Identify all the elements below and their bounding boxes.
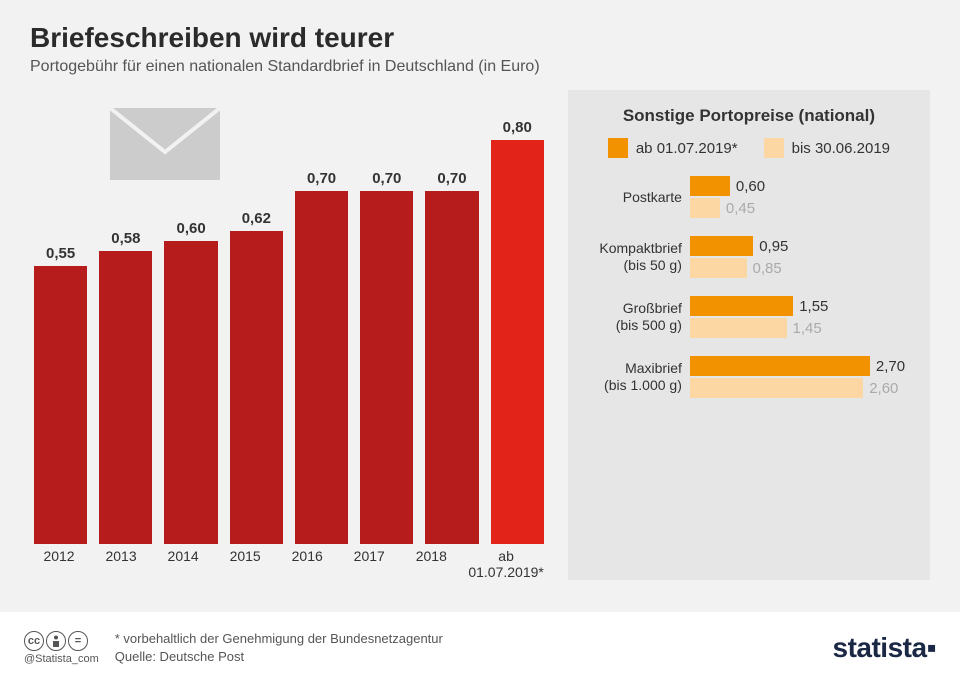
chart-title: Briefeschreiben wird teurer [30,22,930,54]
bar-column: 0,62 [230,210,283,544]
hbar-group-label: Kompaktbrief(bis 50 g) [582,240,682,274]
bar-rect [99,251,152,544]
bar-value-label: 0,80 [503,119,532,136]
hbar-rect [690,296,793,316]
x-axis-label: 2017 [344,542,394,580]
bar-rect [491,140,544,544]
hbar-pair: 0,60 0,45 [690,176,916,218]
hbar-row: 0,95 [690,236,916,256]
x-axis-label: ab01.07.2019* [468,542,544,580]
bar-rect [164,241,217,544]
by-icon [46,631,66,651]
hbar-rect [690,356,870,376]
legend-label: ab 01.07.2019* [636,140,738,157]
bar-column: 0,55 [34,245,87,544]
footer-text: * vorbehaltlich der Genehmigung der Bund… [115,630,443,666]
hbar-pair: 2,70 2,60 [690,356,916,398]
hbar-value-label: 0,45 [726,200,755,217]
chart-subtitle: Portogebühr für einen nationalen Standar… [30,58,930,76]
license-block: cc = @Statista_com [24,631,99,665]
legend-swatch [608,138,628,158]
hbar-rect [690,258,747,278]
hbar-rect [690,236,753,256]
legend: ab 01.07.2019* bis 30.06.2019 [582,138,916,158]
hbar-row: 2,70 [690,356,916,376]
hbar-rect [690,378,863,398]
hbar-rect [690,318,787,338]
hbar-rect [690,198,720,218]
legend-swatch [764,138,784,158]
bar-rect [34,266,87,544]
hbar-value-label: 0,95 [759,238,788,255]
bar-column: 0,70 [425,170,478,544]
side-panel: Sonstige Portopreise (national) ab 01.07… [568,90,930,580]
hbar-row: 0,60 [690,176,916,196]
bar-value-label: 0,58 [111,230,140,247]
header: Briefeschreiben wird teurer Portogebühr … [0,0,960,80]
horizontal-bar-groups: Postkarte0,600,45Kompaktbrief(bis 50 g)0… [582,176,916,398]
cc-icon: cc [24,631,44,651]
bar-column: 0,70 [295,170,348,544]
hbar-value-label: 2,60 [869,380,898,397]
hbar-group: Maxibrief(bis 1.000 g) 2,70 2,60 [582,356,916,398]
legend-item: bis 30.06.2019 [764,138,890,158]
side-panel-title: Sonstige Portopreise (national) [582,106,916,126]
hbar-value-label: 0,85 [753,260,782,277]
content-area: 0,55 0,58 0,60 0,62 0,70 0,70 0,70 0,80 2012 201… [0,80,960,580]
legend-item: ab 01.07.2019* [608,138,738,158]
twitter-handle: @Statista_com [24,653,99,665]
statista-logo: statista▪ [833,632,936,664]
bar-column: 0,58 [99,230,152,544]
x-axis-label: 2015 [220,542,270,580]
bar-rect [360,191,413,544]
hbar-group: Postkarte 0,60 0,45 [582,176,916,218]
bar-column: 0,80 [491,119,544,544]
cc-icons: cc = [24,631,88,651]
bar-value-label: 0,62 [242,210,271,227]
hbar-group: Großbrief(bis 500 g) 1,55 1,45 [582,296,916,338]
x-axis-label: 2013 [96,542,146,580]
bar-rect [230,231,283,544]
x-axis-label: 2012 [34,542,84,580]
bar-rect [425,191,478,544]
hbar-value-label: 0,60 [736,178,765,195]
bar-value-label: 0,70 [307,170,336,187]
bar-column: 0,60 [164,220,217,544]
main-bar-chart: 0,55 0,58 0,60 0,62 0,70 0,70 0,70 0,80 2012 201… [30,90,548,580]
hbar-row: 0,45 [690,198,916,218]
hbar-value-label: 1,45 [793,320,822,337]
footer: cc = @Statista_com * vorbehaltlich der G… [0,612,960,684]
nd-icon: = [68,631,88,651]
bar-value-label: 0,70 [437,170,466,187]
hbar-group-label: Maxibrief(bis 1.000 g) [582,360,682,394]
bar-rect [295,191,348,544]
legend-label: bis 30.06.2019 [792,140,890,157]
hbar-group-label: Postkarte [582,189,682,206]
hbar-group: Kompaktbrief(bis 50 g) 0,95 0,85 [582,236,916,278]
x-axis-label: 2014 [158,542,208,580]
source: Quelle: Deutsche Post [115,648,443,666]
hbar-group-label: Großbrief(bis 500 g) [582,300,682,334]
hbar-value-label: 1,55 [799,298,828,315]
bar-value-label: 0,70 [372,170,401,187]
hbar-row: 1,55 [690,296,916,316]
hbar-row: 1,45 [690,318,916,338]
bar-value-label: 0,60 [176,220,205,237]
bar-column: 0,70 [360,170,413,544]
footnote: * vorbehaltlich der Genehmigung der Bund… [115,630,443,648]
bar-value-label: 0,55 [46,245,75,262]
x-axis-label: 2018 [406,542,456,580]
hbar-row: 2,60 [690,378,916,398]
x-axis-label: 2016 [282,542,332,580]
hbar-value-label: 2,70 [876,358,905,375]
hbar-rect [690,176,730,196]
hbar-pair: 0,95 0,85 [690,236,916,278]
hbar-row: 0,85 [690,258,916,278]
hbar-pair: 1,55 1,45 [690,296,916,338]
